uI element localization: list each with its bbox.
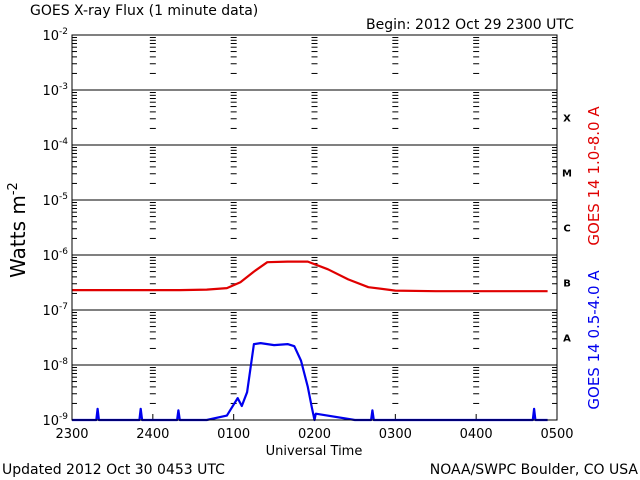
x-tick-label: 0500 <box>540 427 573 442</box>
plot-frame <box>71 34 558 421</box>
y-tick-label: 10-5 <box>42 192 68 209</box>
y-tick-label: 10-6 <box>42 247 68 264</box>
credit-text: NOAA/SWPC Boulder, CO USA <box>430 462 639 478</box>
flare-class-label: B <box>563 279 571 290</box>
legend-long-channel: GOES 14 1.0-8.0 A <box>585 106 603 246</box>
x-tick-label: 2400 <box>136 427 169 442</box>
y-tick-label: 10-3 <box>42 82 68 99</box>
flare-class-labels: X M C B A <box>562 114 572 345</box>
y-tick-label: 10-8 <box>42 357 68 374</box>
chart-title: GOES X-ray Flux (1 minute data) <box>30 3 258 19</box>
flare-class-label: M <box>562 169 572 180</box>
y-tick-label: 10-7 <box>42 302 68 319</box>
flare-class-label: A <box>563 334 571 345</box>
x-tick-labels: 2300 2400 0100 0200 0300 0400 0500 <box>55 427 573 442</box>
flare-class-label: X <box>563 114 571 125</box>
y-tick-label: 10-4 <box>42 137 68 154</box>
updated-timestamp: Updated 2012 Oct 30 0453 UTC <box>2 462 225 478</box>
grid-lines <box>71 37 558 420</box>
x-tick-label: 0300 <box>379 427 412 442</box>
begin-time: Begin: 2012 Oct 29 2300 UTC <box>366 17 574 33</box>
y-tick-label: 10-9 <box>42 412 68 429</box>
flare-class-label: C <box>563 224 570 235</box>
x-tick-label: 0200 <box>298 427 331 442</box>
x-tick-label: 2300 <box>55 427 88 442</box>
y-tick-label: 10-2 <box>42 27 68 44</box>
y-axis-label: Watts m-2 <box>6 182 30 278</box>
y-axis-label-text: Watts m <box>6 195 30 278</box>
legend-short-channel: GOES 14 0.5-4.0 A <box>585 270 603 410</box>
x-tick-label: 0100 <box>217 427 250 442</box>
x-axis-label: Universal Time <box>266 444 363 459</box>
series-line-long-channel <box>72 260 548 293</box>
y-axis-label-exponent: -2 <box>6 182 21 195</box>
y-tick-labels: 10-9 10-8 10-7 10-6 10-5 10-4 10-3 10-2 <box>42 27 68 429</box>
x-tick-label: 0400 <box>460 427 493 442</box>
